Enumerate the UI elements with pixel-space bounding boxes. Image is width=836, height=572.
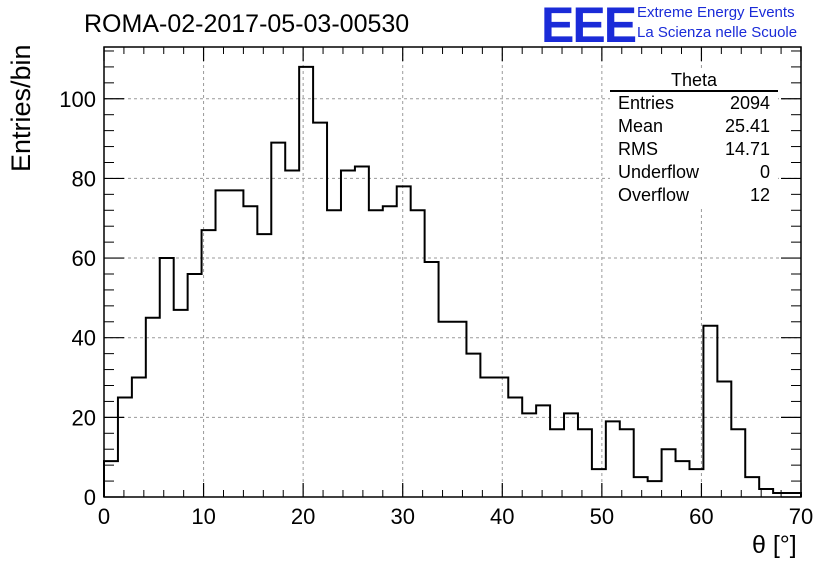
x-tick-label: 30	[390, 504, 414, 529]
histogram-bin	[355, 166, 369, 497]
histogram-bin	[174, 310, 188, 497]
histogram-bin	[662, 449, 676, 497]
histogram-bin	[369, 210, 383, 497]
stats-label: Underflow	[618, 162, 700, 182]
stats-title: Theta	[610, 70, 778, 92]
histogram-bin	[606, 421, 620, 497]
chart-title: ROMA-02-2017-05-03-00530	[84, 10, 410, 38]
histogram-bin	[494, 378, 508, 497]
stats-box: Theta Entries 2094 Mean 25.41 RMS 14.71 …	[610, 70, 778, 207]
stats-label: RMS	[618, 139, 658, 159]
x-tick-labels: 0 10 20 30 40 50 60 70	[98, 504, 813, 529]
histogram-bin	[160, 258, 174, 497]
histogram-bin	[146, 318, 160, 497]
stats-value: 25.41	[724, 116, 770, 136]
histogram-bin	[411, 210, 425, 497]
histogram-bin	[216, 190, 230, 497]
y-tick-label: 80	[72, 166, 96, 191]
histogram-bin	[689, 469, 703, 497]
y-tick-label: 100	[59, 87, 96, 112]
y-tick-label: 0	[84, 485, 96, 510]
histogram-bin	[480, 378, 494, 497]
histogram-bin	[341, 170, 355, 497]
histogram-bin	[759, 489, 773, 497]
histogram-bin	[522, 413, 536, 497]
histogram-bin	[578, 429, 592, 497]
histogram-bin	[466, 354, 480, 497]
histogram-bin	[271, 143, 285, 497]
stats-value: 2094	[729, 93, 770, 113]
x-tick-label: 50	[590, 504, 614, 529]
histogram-bin	[745, 477, 759, 497]
stats-row: Entries 2094	[610, 92, 778, 115]
histogram-bin	[285, 170, 299, 497]
stats-value: 0	[759, 162, 770, 182]
plot-frame	[103, 46, 802, 498]
y-tick-labels: 0 20 40 60 80 100	[59, 87, 96, 510]
brand-line-1: Extreme Energy Events	[637, 4, 795, 21]
histogram-bin	[717, 382, 731, 497]
histogram-bin	[397, 186, 411, 497]
x-tick-label: 10	[191, 504, 215, 529]
x-tick-label: 40	[490, 504, 514, 529]
histogram-bin	[313, 123, 327, 497]
stats-label: Entries	[618, 93, 675, 113]
histogram-bin	[229, 190, 243, 497]
histogram-bin	[620, 429, 634, 497]
y-tick-label: 20	[72, 405, 96, 430]
histogram-bin	[592, 469, 606, 497]
histogram-bin	[118, 397, 132, 497]
histogram-bin	[634, 477, 648, 497]
stats-label: Mean	[618, 116, 664, 136]
histogram-bin	[536, 405, 550, 497]
x-axis-label: θ [°]	[752, 531, 797, 559]
x-tick-label: 70	[789, 504, 813, 529]
histogram-bin	[188, 274, 202, 497]
y-tick-label: 60	[72, 246, 96, 271]
histogram-bin	[439, 322, 453, 497]
brand-line-2: La Scienza nelle Scuole	[637, 24, 798, 41]
stats-row: RMS 14.71	[610, 138, 778, 161]
histogram-bin	[676, 461, 690, 497]
histogram-bin	[383, 206, 397, 497]
x-tick-label: 60	[689, 504, 713, 529]
stats-row: Mean 25.41	[610, 115, 778, 138]
histogram-bin	[243, 206, 257, 497]
histogram-bin	[299, 67, 313, 497]
histogram-bin	[132, 378, 146, 497]
histogram-bin	[327, 210, 341, 497]
histogram-bin	[648, 481, 662, 497]
histogram-bin	[508, 397, 522, 497]
histogram-bin	[731, 429, 745, 497]
histogram-bin	[202, 230, 216, 497]
histogram-bin	[104, 461, 118, 497]
stats-label: Overflow	[618, 185, 690, 205]
stats-value: 12	[749, 185, 770, 205]
x-tick-label: 0	[98, 504, 110, 529]
histogram-bin	[257, 234, 271, 497]
histogram-bin	[564, 413, 578, 497]
histogram-bin	[453, 322, 467, 497]
histogram-bin	[703, 326, 717, 497]
eee-logo: EEE	[541, 0, 637, 53]
histogram-outline	[103, 65, 802, 497]
y-tick-label: 40	[72, 326, 96, 351]
x-tick-label: 20	[291, 504, 315, 529]
y-axis-label: Entries/bin	[6, 44, 36, 172]
histogram-bin	[425, 262, 439, 497]
stats-value: 14.71	[724, 139, 770, 159]
stats-row: Overflow 12	[610, 184, 778, 207]
histogram-bin	[550, 429, 564, 497]
stats-row: Underflow 0	[610, 161, 778, 184]
